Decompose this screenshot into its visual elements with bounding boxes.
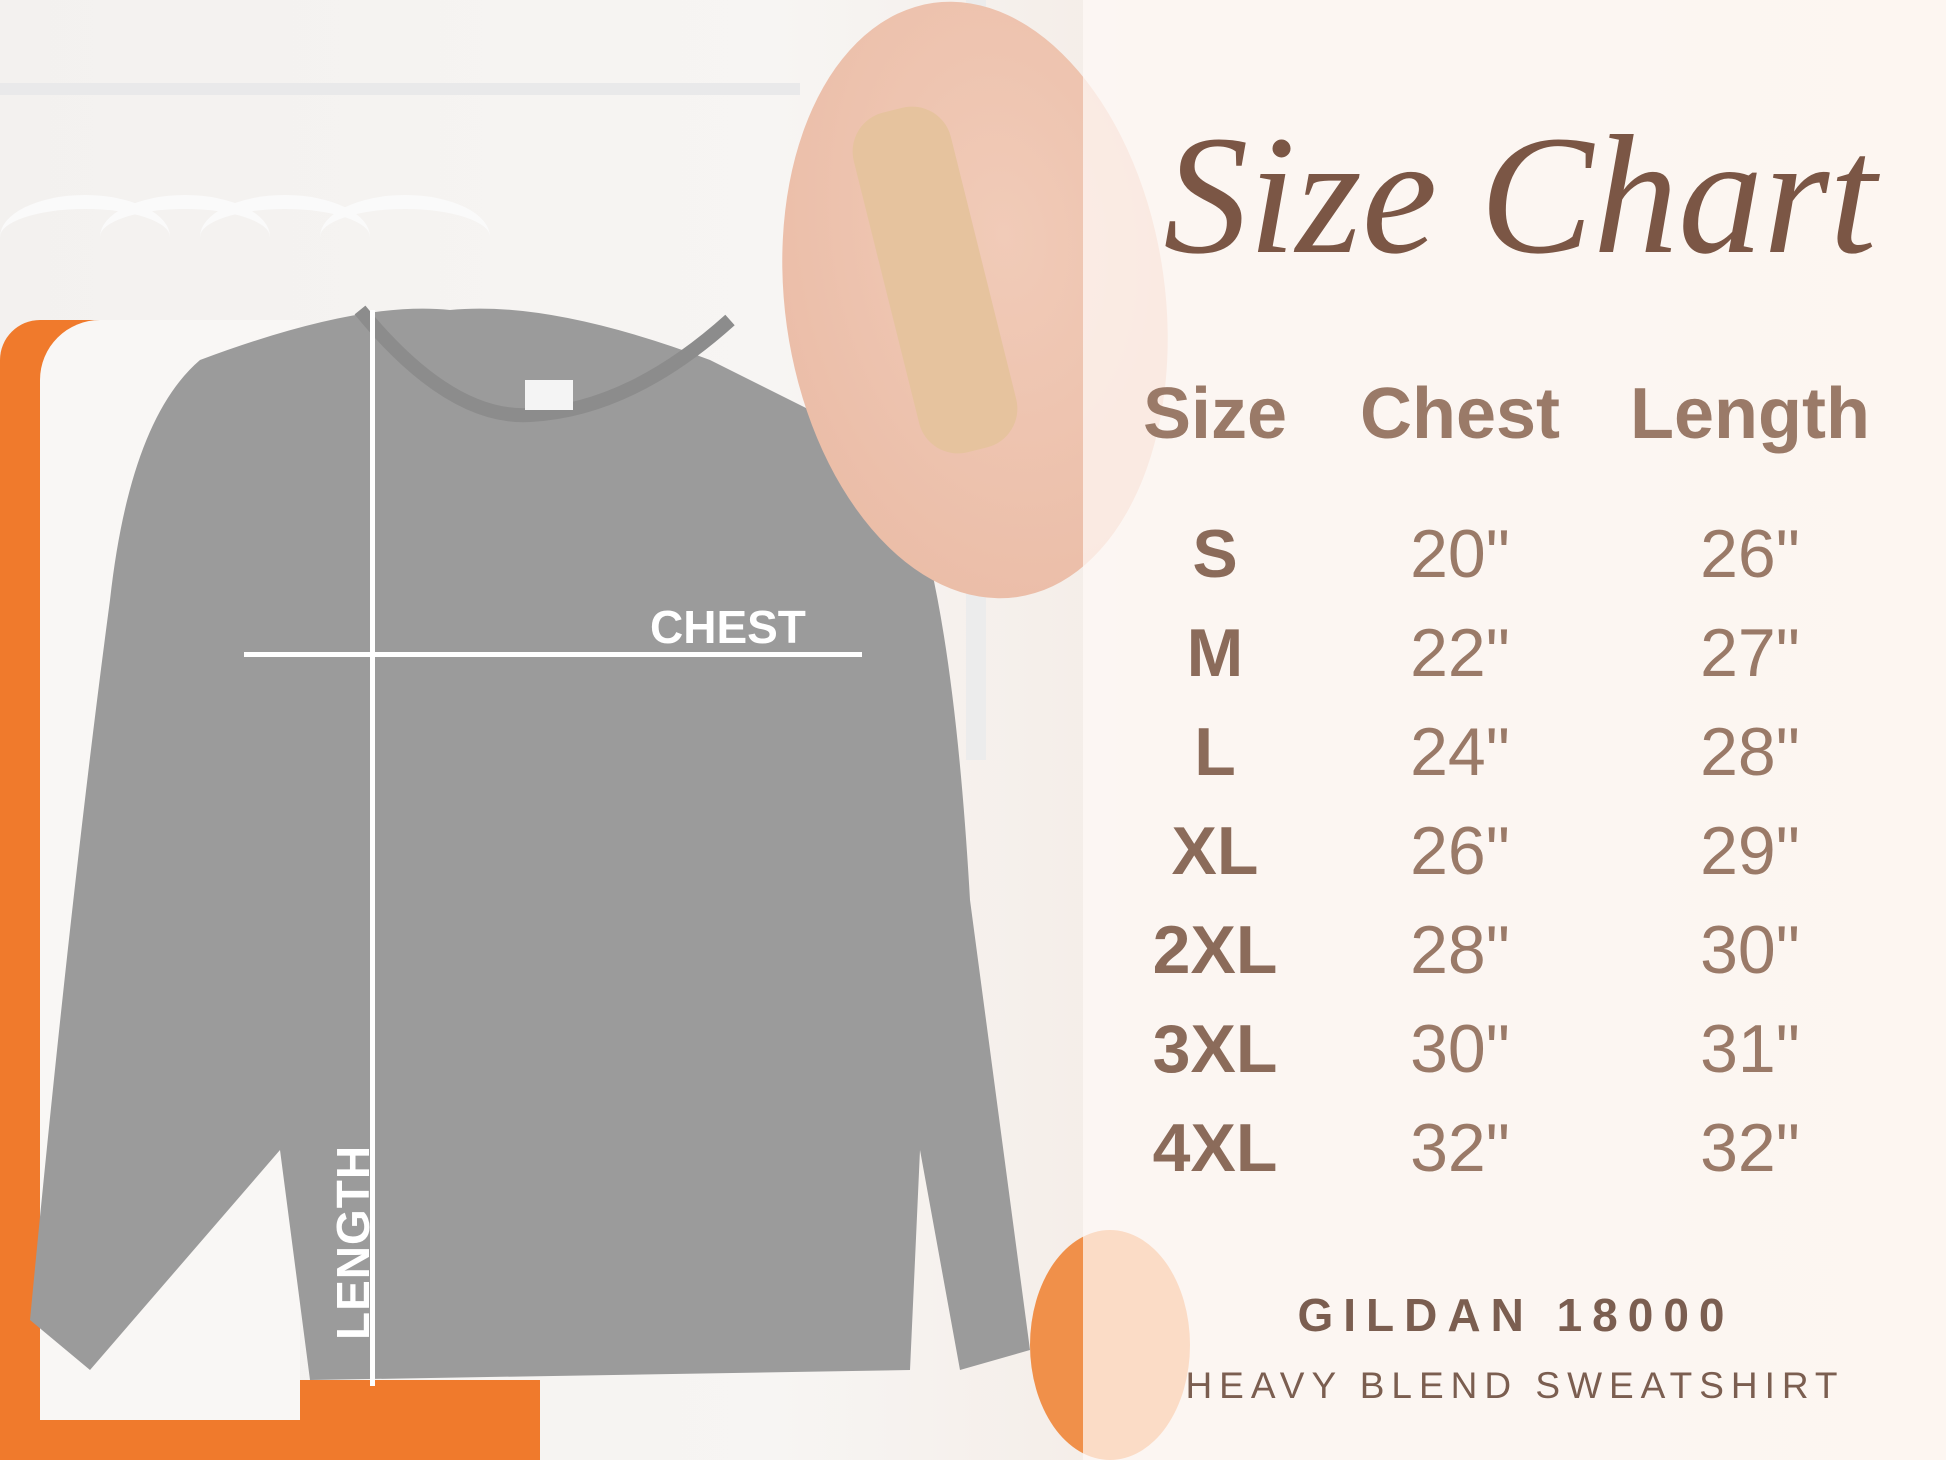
size-row-size: 3XL <box>1152 1011 1278 1087</box>
size-row-chest: 22" <box>1410 615 1510 691</box>
sweatshirt-body <box>30 308 1030 1380</box>
sweatshirt-collar <box>354 305 735 423</box>
chest-measure-line <box>244 652 862 657</box>
size-row-size: 4XL <box>1152 1110 1278 1186</box>
size-row-chest: 26" <box>1410 813 1510 889</box>
grey-sweatshirt <box>30 305 1030 1380</box>
size-row-length: 29" <box>1700 813 1800 889</box>
product-model: GILDAN 18000 <box>1297 1289 1735 1341</box>
size-row-chest: 32" <box>1410 1110 1510 1186</box>
size-row-length: 30" <box>1700 912 1800 988</box>
size-row-chest: 28" <box>1410 912 1510 988</box>
size-row-size: L <box>1194 714 1236 790</box>
size-row-chest: 24" <box>1410 714 1510 790</box>
product-description: HEAVY BLEND SWEATSHIRT <box>1185 1365 1845 1406</box>
hanger <box>320 195 490 279</box>
size-row-length: 31" <box>1700 1011 1800 1087</box>
header-chest: Chest <box>1359 374 1561 454</box>
length-measure-line <box>370 310 375 1386</box>
size-row-size: XL <box>1171 813 1259 889</box>
size-row-length: 32" <box>1700 1110 1800 1186</box>
size-row-chest: 30" <box>1410 1011 1510 1087</box>
size-chart-panel <box>1083 0 1946 1460</box>
size-chart-title: Size Chart <box>1163 101 1877 289</box>
neck-label <box>525 380 573 410</box>
size-row-size: M <box>1186 615 1244 691</box>
chest-label: CHEST <box>650 601 806 653</box>
size-row-size: S <box>1192 516 1238 592</box>
size-row-length: 28" <box>1700 714 1800 790</box>
size-row-chest: 20" <box>1410 516 1510 592</box>
header-size: Size <box>1142 374 1288 454</box>
clothing-rack-rail <box>0 83 800 95</box>
length-label: LENGTH <box>327 1144 379 1340</box>
size-row-length: 26" <box>1700 516 1800 592</box>
header-length: Length <box>1630 374 1870 454</box>
size-row-length: 27" <box>1700 615 1800 691</box>
size-row-size: 2XL <box>1152 912 1278 988</box>
